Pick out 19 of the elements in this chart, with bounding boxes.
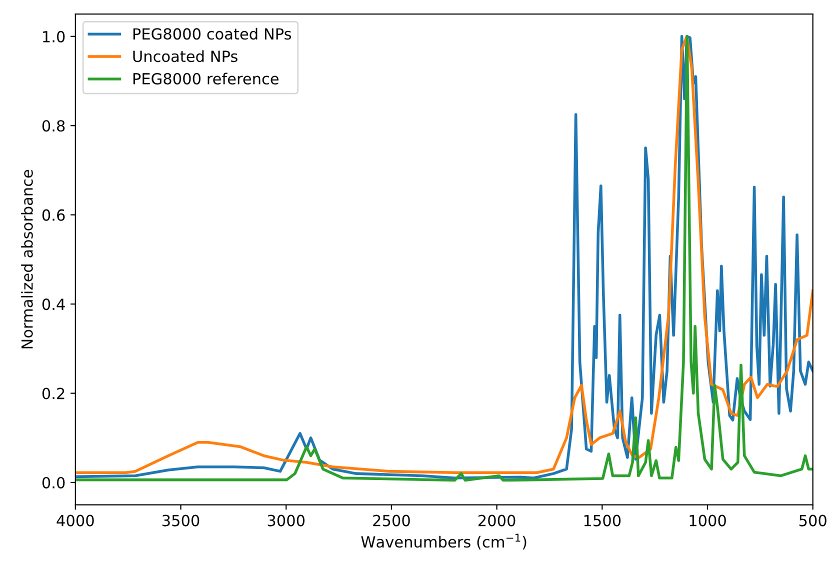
x-tick-label: 1500 [584,514,621,526]
x-axis-title: Wavenumbers (cm$^{−1}$) [361,534,526,550]
legend-label: PEG8000 coated NPs [133,28,292,40]
y-tick-label: 0.2 [42,388,64,400]
x-tick-label: 500 [799,514,826,526]
legend-label: PEG8000 reference [133,72,279,85]
x-tick-label: 2500 [373,514,410,526]
y-tick-label: 0.4 [42,298,65,310]
y-tick-label: 0.0 [42,476,65,488]
x-tick-label: 3000 [268,514,305,526]
y-tick-label: 0.6 [42,209,65,221]
y-tick-label: 1.0 [43,30,65,42]
x-tick-label: 3500 [162,514,200,526]
x-tick-label: 2000 [478,514,516,526]
x-tick-label: 1000 [690,514,726,526]
legend-label: Uncoated NPs [133,50,238,62]
y-tick-label: 0.8 [42,120,65,132]
y-axis-title: Normalized absorbance [21,170,33,348]
x-tick-label: 4000 [56,514,94,526]
